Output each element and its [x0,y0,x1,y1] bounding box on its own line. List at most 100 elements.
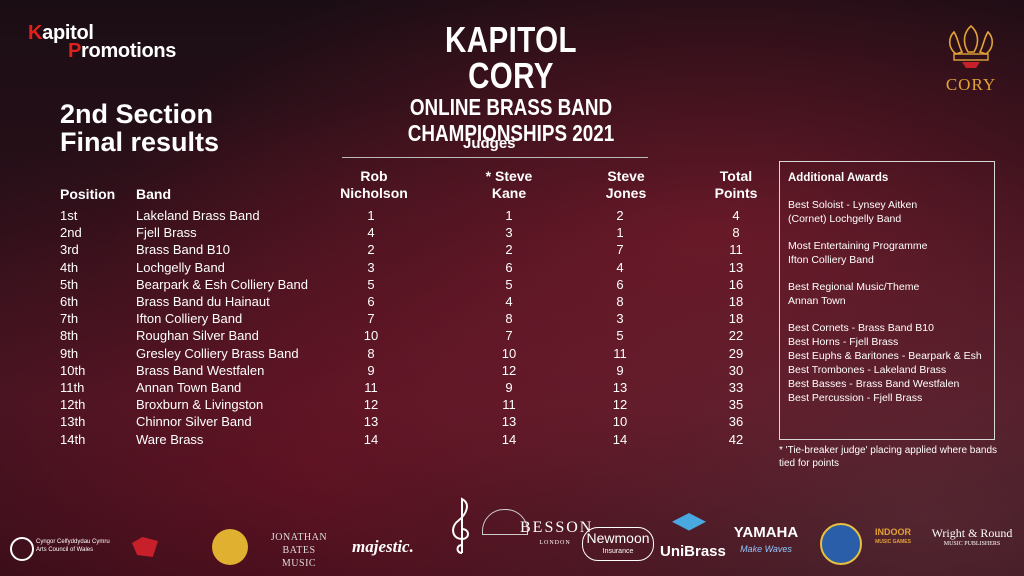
cell-total: 11 [729,242,743,258]
header-band: Band [136,186,171,202]
cell-j1: 6 [367,294,375,309]
cell-j3: 8 [616,294,624,309]
cell-band: Brass Band B10 [136,242,230,258]
cell-position: 9th [60,345,79,361]
cell-total: 18 [728,294,744,309]
cell-j2: 2 [505,242,513,258]
cell-total: 30 [728,362,744,378]
cell-total: 36 [728,414,744,430]
indoor-music-games-logo: INDOOR MUSIC GAMES [875,527,911,545]
table-row: 7th Ifton Colliery Band 7 8 3 18 [0,311,780,328]
table-row: 10th Brass Band Westfalen 9 12 9 30 [0,363,780,380]
cell-position: 7th [60,311,79,327]
cell-band: Brass Band du Hainaut [136,294,270,309]
arts-council-icon [10,537,34,561]
cell-j3: 12 [612,397,628,413]
title-line-2: ONLINE BRASS BAND [409,94,613,120]
cell-j2: 14 [501,431,517,447]
yamaha-logo: YAMAHA Make Waves [733,524,799,555]
cell-j2: 4 [505,294,513,309]
unibrass-logo: UniBrass [660,543,726,560]
prince-of-wales-feathers-icon [948,24,994,68]
cell-j1: 1 [367,208,375,223]
cell-position: 1st [60,208,78,223]
cell-j1: 12 [363,397,379,413]
award-block: Best Cornets - Brass Band B10 Best Horns … [788,322,982,404]
cell-j1: 2 [367,242,375,258]
cell-j1: 11 [364,380,378,395]
cell-position: 2nd [60,225,82,241]
award-block: Most Entertaining Programme Ifton Collier… [788,240,928,266]
cell-j2: 6 [505,259,513,275]
cell-j3: 13 [612,380,628,395]
cell-band: Broxburn & Livingston [136,397,264,413]
cell-total: 29 [728,345,744,361]
cell-total: 42 [728,431,744,447]
table-row: 6th Brass Band du Hainaut 6 4 8 18 [0,294,780,311]
cell-j2: 13 [501,414,517,430]
cell-band: Gresley Colliery Brass Band [136,345,299,361]
cell-j2: 3 [505,225,513,241]
cell-j3: 11 [613,345,627,361]
cell-position: 13th [60,414,86,430]
cell-j1: 4 [367,225,375,241]
cell-position: 4th [60,259,79,275]
cell-j3: 3 [616,311,624,327]
cell-j3: 6 [616,276,624,292]
cell-j3: 10 [612,414,628,430]
cell-j1: 14 [363,431,379,447]
sponsor-strip: Cyngor Celfyddydau Cymru Arts Council of … [0,497,1024,576]
cell-position: 10th [60,362,86,378]
award-block: Best Regional Music/Theme Annan Town [788,281,920,307]
cell-band: Chinnor Silver Band [136,414,252,430]
header-judge-1: Rob Nicholson [340,168,408,201]
section-name: 2nd Section [60,99,214,129]
association-badge-icon [820,523,862,565]
cell-j3: 14 [612,431,628,447]
cell-j2: 12 [501,362,517,378]
judges-divider [342,157,648,158]
jonathan-bates-logo: JONATHAN BATES MUSIC [270,532,328,569]
table-row: 9th Gresley Colliery Brass Band 8 10 11 29 [0,346,780,363]
award-block: Best Soloist - Lynsey Aitken (Cornet) Loc… [788,199,918,225]
cell-j1: 5 [367,276,375,292]
cell-band: Ware Brass [136,431,204,447]
table-row: 1st Lakeland Brass Band 1 1 2 4 [0,208,780,225]
cell-total: 16 [728,276,744,292]
awards-heading: Additional Awards [788,172,889,184]
cell-j3: 4 [616,259,624,275]
cell-band: Roughan Silver Band [136,328,259,344]
cell-band: Ifton Colliery Band [136,311,243,327]
header-total-points: Total Points [714,168,758,201]
cell-j2: 8 [505,311,513,327]
cell-j1: 9 [367,362,375,378]
cell-position: 12th [60,397,86,413]
unibrass-mortarboard-icon [672,513,706,531]
tie-breaker-footnote: * 'Tie-breaker judge' placing applied wh… [779,445,998,469]
cell-total: 35 [728,397,744,413]
cell-band: Bearpark & Esh Colliery Band [136,276,308,292]
cell-band: Lochgelly Band [136,259,225,275]
event-title: KAPITOL CORY ONLINE BRASS BAND CHAMPIONS… [404,22,619,147]
title-line-3: CHAMPIONSHIPS 2021 [407,120,615,146]
header-judge-2: * Steve Kane [485,168,533,201]
cell-j1: 3 [367,259,375,275]
kapitol-promotions-logo: Kapitol Promotions [28,22,177,62]
table-row: 5th Bearpark & Esh Colliery Band 5 5 6 16 [0,277,780,294]
cell-j1: 7 [367,311,375,327]
cell-j3: 2 [616,208,624,223]
cell-j2: 7 [505,328,513,344]
table-row: 8th Roughan Silver Band 10 7 5 22 [0,328,780,345]
cell-j2: 10 [501,345,517,361]
cell-j1: 8 [367,345,375,361]
cell-position: 3rd [60,242,79,258]
cell-j2: 1 [505,208,513,223]
majestic-logo: majestic. [352,537,414,556]
cell-band: Brass Band Westfalen [136,362,265,378]
cell-j3: 5 [616,328,624,344]
header-judge-3: Steve Jones [605,168,647,201]
cory-logo: CORY [940,22,1002,94]
cell-band: Annan Town Band [136,380,242,395]
besson-logo: BESSON LONDON [520,519,594,546]
